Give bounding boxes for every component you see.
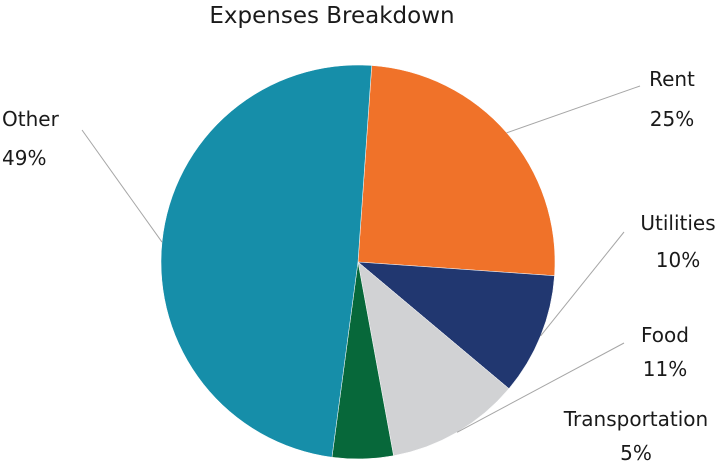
slice-labels: Rent 25% Utilities 10% Food 11% Transportation… <box>2 67 716 465</box>
pie-slices <box>160 64 556 460</box>
slice-value-transportation: 5% <box>620 441 652 465</box>
slice-label-food: Food <box>641 323 689 347</box>
pie-slice-other <box>160 64 373 458</box>
pie-slice-rent <box>357 65 556 277</box>
leader-line-rent <box>506 85 641 134</box>
slice-value-food: 11% <box>643 357 687 381</box>
slice-value-utilities: 10% <box>656 248 700 272</box>
slice-label-transportation: Transportation <box>563 407 708 431</box>
leader-line-other <box>81 129 163 243</box>
slice-label-utilities: Utilities <box>640 211 715 235</box>
pie-slice-utilities <box>357 261 555 389</box>
slice-value-rent: 25% <box>650 107 694 131</box>
slice-label-rent: Rent <box>649 67 695 91</box>
leader-line-utilities <box>540 231 625 337</box>
leader-lines <box>81 85 641 433</box>
leader-line-food <box>456 342 625 433</box>
slice-label-other: Other <box>2 107 60 131</box>
slice-value-other: 49% <box>2 146 46 170</box>
chart-title: Expenses Breakdown <box>209 3 454 29</box>
